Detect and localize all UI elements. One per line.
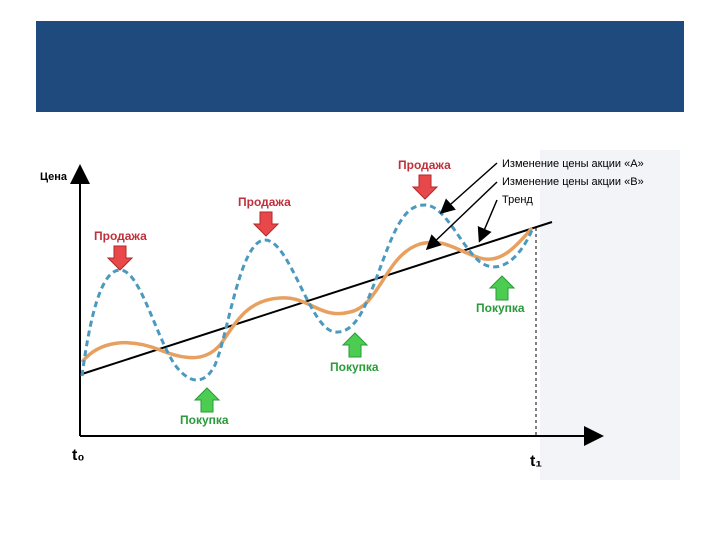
buy-signal-2: Покупка — [330, 332, 379, 374]
sell-signal-1: Продажа — [94, 229, 147, 271]
t1-label: t₁ — [530, 453, 542, 470]
sell-arrow-icon — [411, 174, 439, 200]
stock-a-curve — [80, 203, 534, 382]
buy-signal-1: Покупка — [180, 387, 229, 427]
buy-label: Покупка — [180, 413, 229, 427]
buy-label: Покупка — [476, 301, 525, 315]
sell-label: Продажа — [398, 158, 451, 172]
t0-label: t₀ — [72, 447, 85, 464]
buy-signal-3: Покупка — [476, 275, 525, 315]
title-banner — [36, 21, 684, 112]
buy-label: Покупка — [330, 360, 379, 374]
sell-arrow-icon — [106, 245, 134, 271]
legend-stock-b: Изменение цены акции «B» — [502, 176, 644, 188]
legend-pointer-b — [425, 181, 498, 251]
y-axis-label: Цена — [40, 171, 68, 183]
stock-b-curve — [80, 226, 534, 364]
buy-arrow-icon — [341, 332, 369, 358]
legend-pointer-trend — [477, 199, 498, 243]
legend-trend: Тренд — [502, 194, 533, 206]
sell-signal-2: Продажа — [238, 195, 291, 237]
legend-stock-a: Изменение цены акции «A» — [502, 158, 644, 170]
legend-pointer-a — [439, 162, 498, 214]
buy-arrow-icon — [488, 275, 516, 301]
sell-label: Продажа — [94, 229, 147, 243]
sell-signal-3: Продажа — [398, 158, 451, 200]
trend-line — [81, 221, 553, 375]
sell-label: Продажа — [238, 195, 291, 209]
sell-arrow-icon — [252, 211, 280, 237]
watermark-logo — [540, 150, 680, 480]
buy-arrow-icon — [193, 387, 221, 413]
